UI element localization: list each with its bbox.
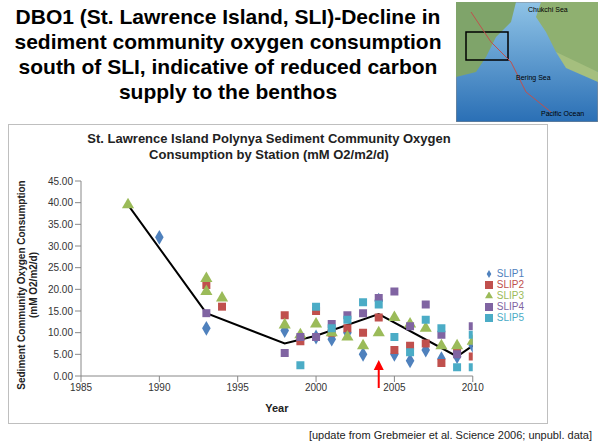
svg-text:10.00: 10.00 — [48, 327, 73, 338]
svg-text:30.00: 30.00 — [48, 241, 73, 252]
svg-text:40.00: 40.00 — [48, 197, 73, 208]
svg-text:20.00: 20.00 — [48, 284, 73, 295]
svg-text:0.00: 0.00 — [54, 371, 74, 382]
html-text:SLIP1: SLIP1 — [496, 268, 524, 279]
svg-text:5.00: 5.00 — [54, 349, 74, 360]
svg-text:1995: 1995 — [227, 382, 250, 393]
svg-text:1985: 1985 — [70, 382, 93, 393]
html-text:[update from Grebmeier et al.: [update from Grebmeier et al. Science 20… — [308, 429, 592, 441]
html-text:(mM O2/m2/d): (mM O2/m2/d) — [28, 251, 39, 319]
html-text:SLIP2: SLIP2 — [496, 279, 524, 290]
svg-text:Bering Sea: Bering Sea — [516, 74, 551, 82]
html-text:Sediment Community Oxygen Cons: Sediment Community Oxygen Consumption — [16, 180, 27, 390]
svg-text:45.00: 45.00 — [48, 176, 73, 187]
svg-text:2005: 2005 — [383, 382, 406, 393]
svg-text:35.00: 35.00 — [48, 219, 73, 230]
html-text:SLIP4: SLIP4 — [496, 301, 524, 312]
svg-text:Pacific Ocean: Pacific Ocean — [541, 110, 584, 117]
svg-text:2010: 2010 — [462, 382, 485, 393]
svg-text:1990: 1990 — [148, 382, 171, 393]
svg-text:Year: Year — [265, 402, 289, 414]
html-text:DBO1 (St. Lawrence Island, SLI: DBO1 (St. Lawrence Island, SLI)-Decline … — [14, 5, 442, 103]
html-text:SLIP5: SLIP5 — [496, 312, 524, 323]
svg-text:15.00: 15.00 — [48, 306, 73, 317]
svg-text:Chukchi Sea: Chukchi Sea — [528, 6, 568, 13]
html-text:SLIP3: SLIP3 — [496, 290, 524, 301]
html-text:St. Lawrence Island Polynya Se: St. Lawrence Island Polynya Sediment Com… — [87, 131, 451, 162]
svg-text:2000: 2000 — [305, 382, 328, 393]
svg-text:25.00: 25.00 — [48, 262, 73, 273]
